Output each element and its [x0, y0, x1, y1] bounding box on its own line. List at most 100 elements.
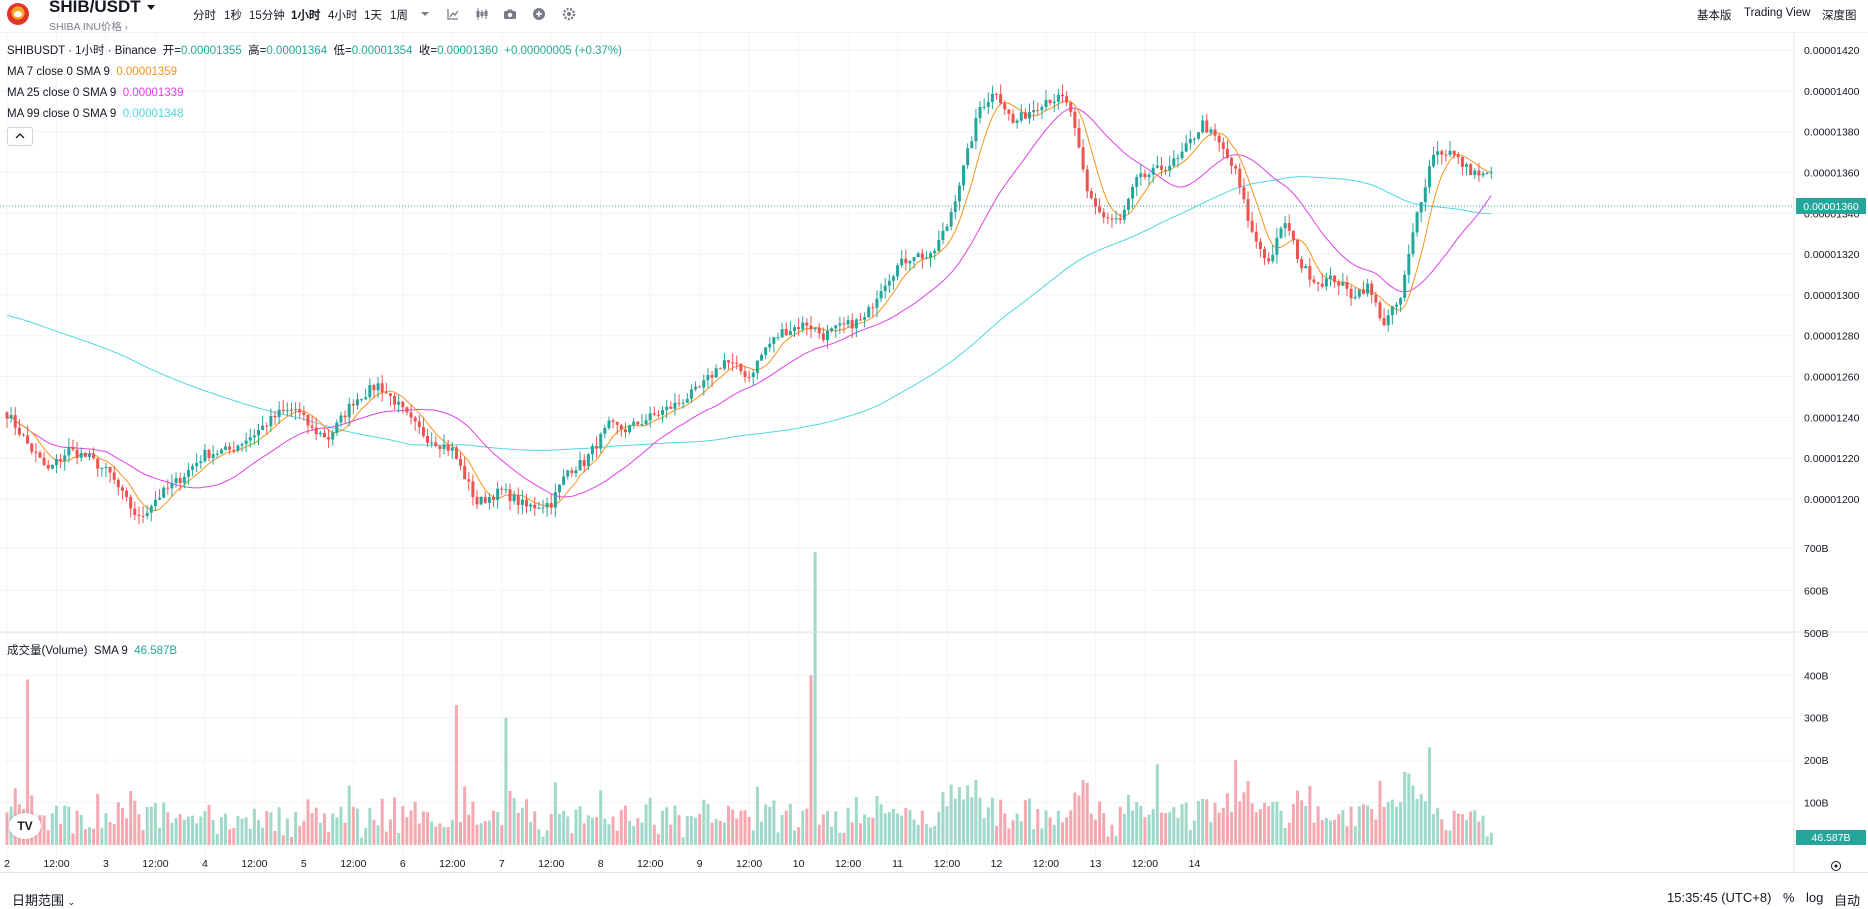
volume-bar	[483, 821, 487, 845]
volume-bar	[1328, 820, 1332, 845]
volume-bar	[1213, 802, 1217, 845]
volume-bar	[1300, 800, 1304, 845]
symbol-name[interactable]: SHIB/USDT	[49, 0, 141, 16]
date-range-label[interactable]: 日期范围	[12, 893, 65, 908]
volume-bar	[644, 804, 648, 845]
chevron-down-icon[interactable]	[146, 5, 155, 11]
chart-grid	[0, 32, 1794, 872]
ma99-legend[interactable]: MA 99 close 0 SMA 9 0.00001348	[7, 107, 622, 128]
volume-bar	[1444, 830, 1448, 845]
candle-body	[1246, 199, 1250, 221]
timeframe-1d[interactable]: 1天	[364, 10, 382, 22]
price-chart[interactable]: 0.00001420 0.00001400 0.00001380 0.00001360…	[0, 32, 1868, 872]
candle-body	[479, 497, 483, 505]
candle-body	[153, 499, 157, 507]
candle-body	[883, 285, 887, 292]
time-tick-label: 14	[1189, 858, 1201, 870]
percent-toggle[interactable]: %	[1783, 890, 1795, 905]
volume-bar	[1159, 812, 1163, 845]
candle-body	[912, 257, 916, 261]
candle-body	[566, 470, 570, 477]
timeframe-1s[interactable]: 1秒	[224, 10, 242, 22]
candle-body	[318, 432, 322, 435]
candle-body	[801, 322, 805, 330]
timeframe-15m[interactable]: 15分钟	[249, 10, 285, 22]
candle-body	[1019, 112, 1023, 121]
volume-bar	[735, 818, 739, 845]
ma7-label[interactable]: MA 7 close 0 SMA 9	[7, 66, 110, 78]
camera-icon[interactable]	[503, 7, 517, 21]
volume-bar	[1139, 805, 1143, 845]
candle-body	[1118, 218, 1122, 220]
candle-body	[54, 459, 58, 465]
candle-body	[50, 464, 54, 469]
ma25-legend[interactable]: MA 25 close 0 SMA 9 0.00001339	[7, 86, 622, 107]
volume-bar	[924, 824, 928, 845]
candle-body	[1448, 150, 1452, 155]
indicator-icon[interactable]	[446, 7, 460, 21]
tradingview-link[interactable]: Trading View	[1744, 7, 1811, 19]
timeframe-1h[interactable]: 1小时	[291, 10, 321, 22]
candle-body	[871, 307, 875, 309]
candle-body	[896, 265, 900, 277]
timeframe-1w[interactable]: 1周	[390, 10, 408, 22]
volume-bar	[619, 809, 623, 845]
depth-chart-link[interactable]: 深度图	[1822, 10, 1857, 22]
candle-body	[1151, 167, 1155, 175]
candle-body	[858, 319, 862, 321]
volume-label[interactable]: 成交量(Volume)	[7, 645, 88, 657]
candle-body	[619, 424, 623, 430]
candle-body	[825, 330, 829, 341]
volume-bar	[1085, 782, 1089, 845]
candle-body	[607, 420, 611, 428]
volume-bar	[158, 827, 162, 845]
volume-bar	[116, 802, 120, 845]
plus-icon[interactable]	[532, 7, 546, 21]
candle-body	[986, 101, 990, 107]
ma25-label[interactable]: MA 25 close 0 SMA 9	[7, 87, 117, 99]
symbol-subtitle[interactable]: SHIBA INU价格 ›	[49, 19, 128, 34]
ma7-legend[interactable]: MA 7 close 0 SMA 9 0.00001359	[7, 65, 622, 86]
volume-bar	[830, 826, 834, 845]
candle-type-icon[interactable]	[475, 7, 489, 21]
volume-bar	[1283, 828, 1287, 845]
candle-body	[166, 487, 170, 489]
volume-bar	[1419, 794, 1423, 845]
reset-scale-icon[interactable]	[1831, 861, 1841, 871]
candle-body	[1007, 109, 1011, 114]
volume-bar	[1007, 828, 1011, 845]
basic-view-link[interactable]: 基本版	[1697, 10, 1732, 22]
candle-body	[995, 93, 999, 95]
timeframe-tick[interactable]: 分时	[193, 10, 216, 22]
candle-body	[1349, 288, 1353, 299]
candle-body	[298, 409, 302, 413]
dropdown-icon[interactable]	[418, 7, 432, 21]
auto-toggle[interactable]: 自动	[1834, 893, 1861, 908]
clock-display[interactable]: 15:35:45 (UTC+8)	[1667, 890, 1772, 905]
volume-legend[interactable]: 成交量(Volume) SMA 9 46.587B	[7, 642, 177, 658]
collapse-legend-button[interactable]	[7, 127, 33, 146]
symbol-subtitle-text[interactable]: SHIBA INU价格	[49, 21, 122, 33]
candle-body	[314, 427, 318, 435]
volume-bar	[310, 812, 314, 845]
volume-bar	[405, 817, 409, 845]
time-tick-label: 12:00	[439, 858, 465, 870]
timeframe-4h[interactable]: 4小时	[328, 10, 358, 22]
candle-body	[966, 148, 970, 166]
volume-bar	[252, 808, 256, 845]
candle-body	[459, 458, 463, 466]
volume-bar	[574, 809, 578, 845]
ohlc-row: SHIBUSDT · 1小时 · Binance 开=0.00001355 高=…	[7, 44, 622, 65]
candle-body	[1201, 120, 1205, 133]
volume-bar	[153, 802, 157, 845]
gear-icon[interactable]	[562, 7, 576, 21]
date-range-button[interactable]: 日期范围 ⌄	[12, 890, 75, 909]
tradingview-logo[interactable]: TV	[9, 813, 41, 839]
volume-bar	[426, 812, 430, 845]
ma99-label[interactable]: MA 99 close 0 SMA 9	[7, 108, 117, 120]
volume-bar	[236, 815, 240, 845]
volume-bars	[5, 552, 1493, 845]
symbol-selector[interactable]: SHIB/USDT	[49, 0, 155, 17]
volume-bar	[1390, 799, 1394, 845]
log-toggle[interactable]: log	[1806, 890, 1824, 905]
